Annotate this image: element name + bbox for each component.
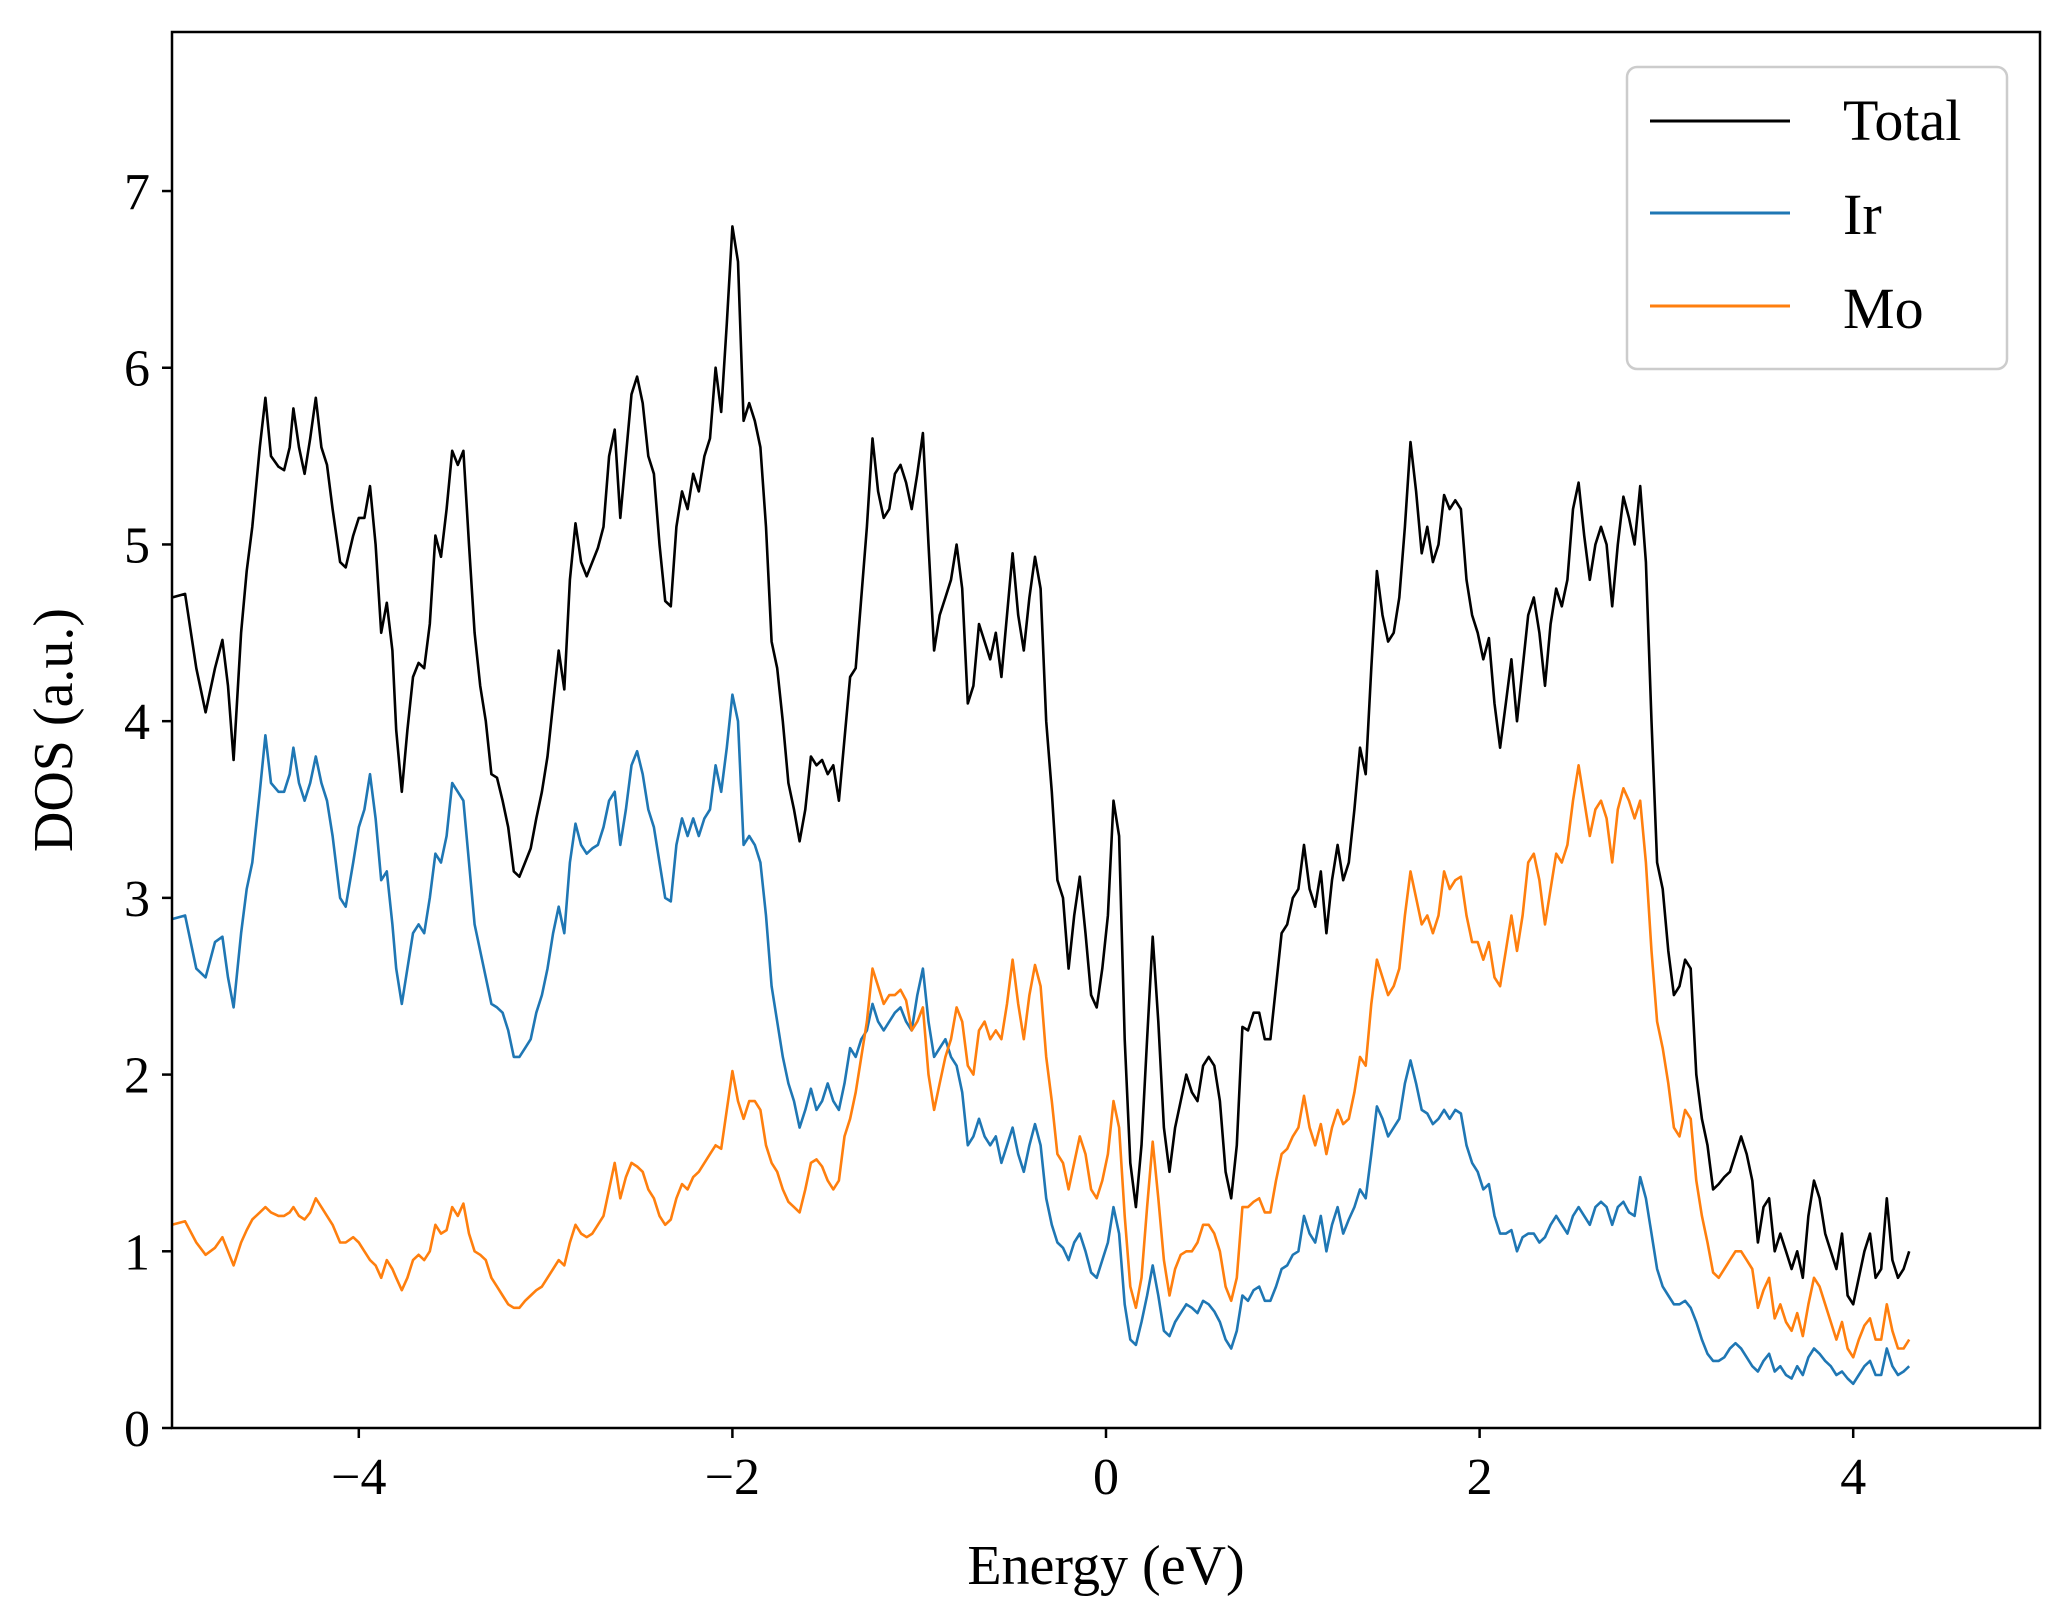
x-tick-label: 0 (1093, 1449, 1119, 1506)
y-tick-label: 4 (124, 694, 150, 751)
legend: Total Ir Mo (1625, 65, 2009, 371)
y-tick-label: 5 (124, 517, 150, 574)
y-tick-label: 0 (124, 1401, 150, 1458)
x-tick-label: 2 (1467, 1449, 1493, 1506)
y-tick-label: 1 (124, 1224, 150, 1281)
x-axis-label: Energy (eV) (967, 1535, 1244, 1597)
legend-box (1625, 65, 2009, 371)
series-layer (171, 225, 1911, 1386)
y-tick-label: 2 (124, 1048, 150, 1105)
legend-label-ir: Ir (1843, 182, 1882, 247)
series-line-ir (171, 693, 1911, 1386)
series-line-mo (171, 764, 1911, 1359)
x-tick-label: −4 (331, 1449, 386, 1506)
y-tick-label: 3 (124, 871, 150, 928)
x-axis-ticks: −4 −2 0 2 4 (331, 1428, 1866, 1506)
series-line-total (171, 225, 1911, 1306)
legend-label-mo: Mo (1843, 276, 1924, 341)
y-axis-label: DOS (a.u.) (23, 608, 85, 852)
x-tick-label: 4 (1840, 1449, 1866, 1506)
legend-label-total: Total (1843, 88, 1961, 153)
y-axis-ticks: 0 1 2 3 4 5 6 7 (124, 164, 172, 1458)
y-tick-label: 6 (124, 341, 150, 398)
y-tick-label: 7 (124, 164, 150, 221)
x-tick-label: −2 (705, 1449, 760, 1506)
